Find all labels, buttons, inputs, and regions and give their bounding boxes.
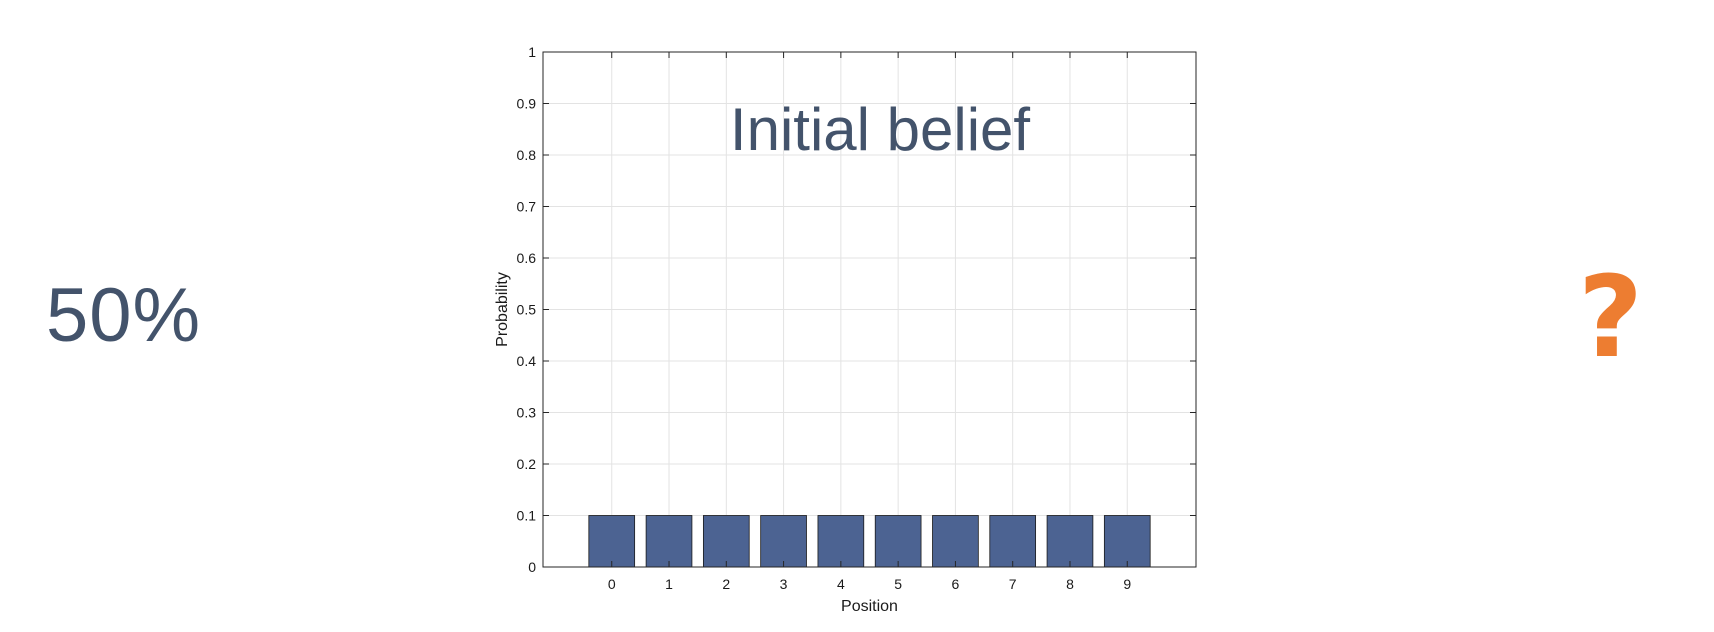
chart-bars (588, 515, 1151, 568)
bar (989, 515, 1037, 568)
y-tick-label: 0.6 (517, 250, 537, 266)
chart-grid (543, 51, 1196, 568)
bar (1046, 515, 1094, 568)
x-tick-label: 8 (1066, 576, 1074, 592)
x-tick-label: 1 (665, 576, 673, 592)
y-tick-label: 0.8 (517, 147, 537, 163)
bar (702, 515, 750, 568)
bar (817, 515, 865, 568)
bar (932, 515, 979, 568)
bar (874, 515, 922, 568)
y-tick-label: 1 (528, 44, 536, 60)
x-tick-label: 5 (894, 576, 902, 592)
bar (645, 515, 693, 568)
question-mark-icon: ? (1578, 253, 1643, 383)
percent-stat: 50% (46, 273, 202, 358)
x-axis-label: Position (841, 598, 898, 615)
y-tick-label: 0.9 (517, 96, 537, 112)
y-tick-label: 0.1 (517, 508, 537, 524)
chart-ticks: 0 0.1 0.2 0.3 0.4 0.5 0.6 0.7 0.8 0.9 1 0 1 2 3 4 5 6 7 8 9 (517, 44, 1196, 592)
y-tick-label: 0.7 (517, 199, 537, 215)
y-tick-label: 0.5 (517, 302, 537, 318)
chart-title: Initial belief (730, 96, 1031, 163)
x-tick-label: 7 (1009, 576, 1017, 592)
y-axis-label: Probability (494, 272, 511, 347)
y-tick-label: 0.4 (517, 353, 537, 369)
y-tick-label: 0.3 (517, 405, 537, 421)
bar (588, 515, 636, 568)
y-tick-label: 0.2 (517, 456, 537, 472)
x-tick-label: 0 (608, 576, 616, 592)
x-tick-label: 9 (1123, 576, 1131, 592)
x-tick-label: 6 (952, 576, 960, 592)
y-tick-label: 0 (528, 559, 536, 575)
bar (1103, 515, 1151, 568)
bar (760, 515, 807, 568)
x-tick-label: 2 (722, 576, 730, 592)
x-tick-label: 4 (837, 576, 845, 592)
x-tick-label: 3 (780, 576, 788, 592)
